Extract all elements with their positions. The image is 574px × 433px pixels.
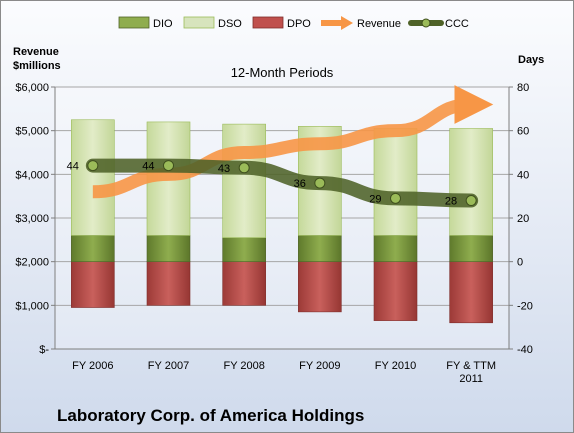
bar-dio [146, 235, 191, 262]
legend-swatch-dso [183, 16, 215, 29]
right-tick-label: 20 [517, 213, 529, 225]
x-tick-label: FY 2007 [148, 360, 189, 372]
left-tick-label: $5,000 [15, 126, 49, 138]
legend-label-dpo: DPO [287, 18, 311, 30]
bar-dio [71, 235, 115, 262]
left-tick-label: $3,000 [15, 213, 49, 225]
x-tick-label: FY 2008 [223, 360, 264, 372]
bar-dio [449, 235, 493, 262]
ccc-point [465, 195, 477, 207]
ccc-data-label: 44 [142, 161, 154, 173]
ccc-point [314, 177, 326, 189]
x-tick-label: FY 2010 [375, 360, 416, 372]
legend-swatch-dpo [252, 16, 284, 29]
bar-dpo [71, 261, 115, 308]
chart-title: 12-Month Periods [231, 65, 334, 80]
bar-dpo [298, 261, 342, 313]
bar-dpo [373, 261, 418, 321]
x-tick-label: 2011 [459, 373, 483, 385]
x-tick-label: FY & TTM [446, 360, 496, 372]
bar-dio [222, 237, 266, 262]
ccc-data-label: 36 [294, 178, 306, 190]
left-tick-label: $- [39, 344, 49, 356]
left-axis-title: Revenue [13, 46, 59, 58]
right-axis-title: Days [518, 54, 544, 66]
legend-swatch-dio [118, 16, 150, 29]
legend-label-dio: DIO [153, 18, 173, 30]
left-tick-label: $4,000 [15, 169, 49, 181]
right-tick-label: -40 [517, 344, 533, 356]
bar-dio [298, 235, 342, 262]
left-tick-label: $2,000 [15, 257, 49, 269]
bar-dpo [146, 261, 191, 306]
ccc-data-label: 29 [369, 193, 381, 205]
ccc-data-label: 28 [445, 196, 457, 208]
legend-marker-ccc [421, 18, 431, 28]
ccc-point [390, 192, 401, 204]
right-tick-label: 0 [517, 257, 523, 269]
bar-dso [449, 128, 493, 236]
bar-dso [71, 119, 115, 236]
right-tick-label: -20 [517, 300, 533, 312]
legend-label-ccc: CCC [445, 18, 469, 30]
bar-dso [373, 128, 418, 236]
ccc-line [85, 158, 479, 208]
bar-dio [373, 235, 418, 262]
left-tick-label: $6,000 [15, 82, 49, 94]
legend-arrowhead-icon [341, 16, 353, 30]
left-tick-label: $1,000 [15, 300, 49, 312]
ccc-point [87, 160, 99, 172]
ccc-point [238, 162, 250, 174]
right-tick-label: 40 [517, 169, 529, 181]
ccc-data-label: 44 [67, 161, 79, 173]
legend-label-revenue: Revenue [357, 18, 401, 30]
bar-dpo [449, 261, 493, 324]
bar-dpo [222, 261, 266, 306]
x-tick-label: FY 2009 [299, 360, 340, 372]
bar-dso [222, 123, 266, 238]
right-tick-label: 60 [517, 126, 529, 138]
ccc-point [163, 160, 174, 172]
right-tick-label: 80 [517, 82, 529, 94]
ccc-data-label: 43 [218, 163, 230, 175]
revenue-arrow [92, 84, 494, 199]
legend-label-dso: DSO [218, 18, 242, 30]
left-axis-title: $millions [13, 60, 61, 72]
company-title: Laboratory Corp. of America Holdings [57, 406, 364, 425]
legend: DIO DSO DPO Revenue CCC [118, 16, 469, 30]
x-tick-label: FY 2006 [72, 360, 113, 372]
